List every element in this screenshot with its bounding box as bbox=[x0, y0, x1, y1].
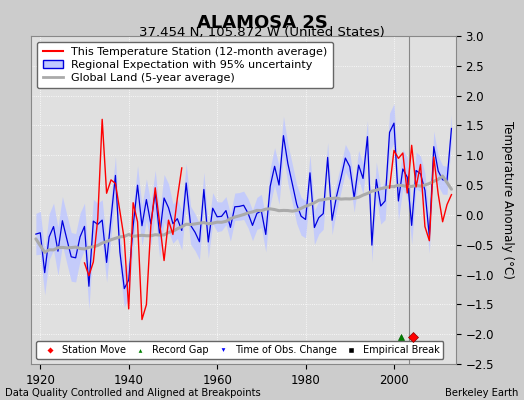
Legend: Station Move, Record Gap, Time of Obs. Change, Empirical Break: Station Move, Record Gap, Time of Obs. C… bbox=[36, 341, 443, 359]
Text: Data Quality Controlled and Aligned at Breakpoints: Data Quality Controlled and Aligned at B… bbox=[5, 388, 261, 398]
Y-axis label: Temperature Anomaly (°C): Temperature Anomaly (°C) bbox=[500, 121, 514, 279]
Text: 37.454 N, 105.872 W (United States): 37.454 N, 105.872 W (United States) bbox=[139, 26, 385, 39]
Text: Berkeley Earth: Berkeley Earth bbox=[445, 388, 519, 398]
Text: ALAMOSA 2S: ALAMOSA 2S bbox=[196, 14, 328, 32]
